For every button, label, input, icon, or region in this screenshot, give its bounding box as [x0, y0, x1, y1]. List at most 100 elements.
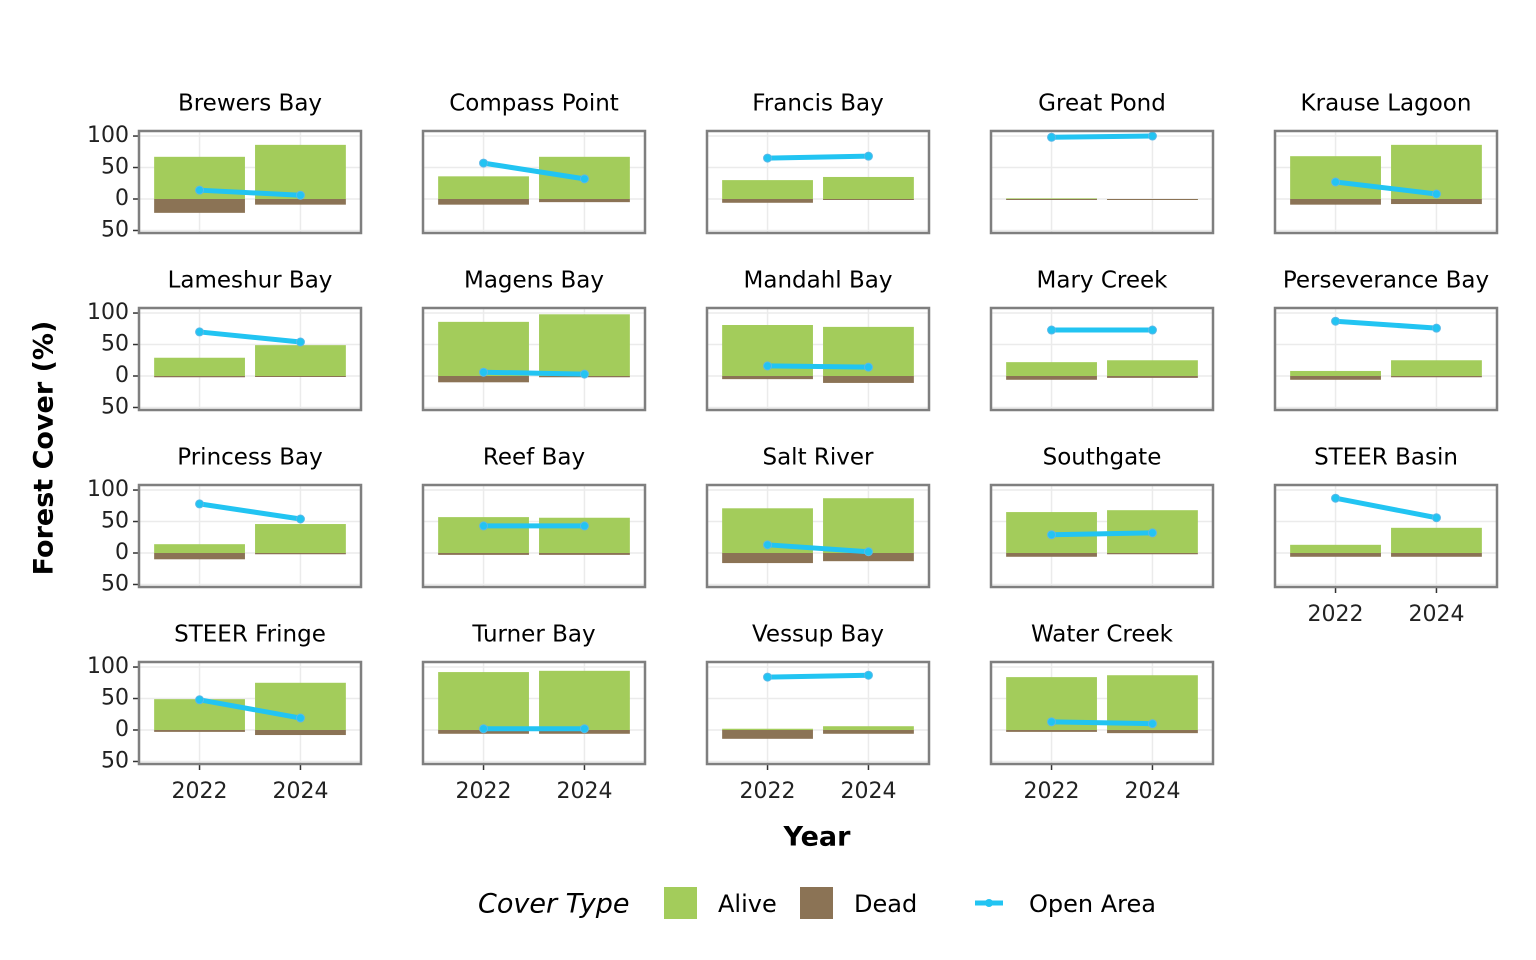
y-tick-label: 50: [101, 394, 129, 419]
point: [1147, 528, 1157, 538]
bar: [1006, 362, 1097, 376]
y-axis-label: Forest Cover (%): [29, 321, 60, 576]
panel-border: [705, 306, 931, 412]
x-tick-label: 2022: [172, 779, 228, 804]
bar: [823, 376, 914, 383]
x-tick-label: 2022: [740, 779, 796, 804]
line: [199, 187, 301, 198]
panel-border: [421, 129, 647, 235]
facet-title: Southgate: [1043, 445, 1162, 471]
bar: [823, 553, 914, 562]
line: [1335, 318, 1437, 331]
bar: [1107, 730, 1198, 734]
panel-border: [705, 483, 931, 589]
bar: [438, 376, 529, 383]
facet-title: Krause Lagoon: [1301, 91, 1472, 117]
point: [579, 369, 589, 379]
facet-title: Compass Point: [449, 91, 619, 117]
bar: [539, 199, 630, 203]
facet-title: Salt River: [762, 445, 874, 471]
point: [1431, 323, 1441, 333]
point: [1331, 177, 1341, 187]
y-tick-label: 50: [101, 571, 129, 596]
point: [1047, 132, 1057, 142]
y-tick-label: 50: [101, 509, 129, 534]
bar: [154, 553, 245, 560]
bar: [255, 730, 346, 736]
bar: [255, 524, 346, 553]
bar: [438, 321, 529, 376]
x-tick-label: 2024: [556, 779, 612, 804]
panel-border: [1273, 306, 1499, 412]
point: [863, 547, 873, 557]
y-tick-label: 50: [101, 332, 129, 357]
y-tick-label: 100: [87, 300, 129, 325]
y-tick-label: 0: [115, 540, 129, 565]
bar: [154, 544, 245, 553]
bar: [1006, 553, 1097, 557]
line: [1051, 530, 1153, 538]
line: [483, 160, 585, 182]
line: [483, 369, 585, 377]
bar: [1107, 199, 1198, 200]
facet-title: Princess Bay: [177, 445, 322, 471]
point: [1431, 513, 1441, 523]
legend-key: [800, 887, 833, 919]
line: [199, 329, 301, 345]
bar: [1107, 376, 1198, 378]
facet-title: Perseverance Bay: [1283, 268, 1489, 294]
point: [295, 337, 305, 347]
bar: [823, 726, 914, 730]
line: [1335, 495, 1437, 521]
bar: [255, 345, 346, 376]
legend-label: Open Area: [1029, 890, 1156, 918]
bar: [1391, 527, 1482, 553]
point: [195, 499, 205, 509]
facet-title: Francis Bay: [752, 91, 884, 117]
bar: [438, 176, 529, 199]
bar: [1290, 376, 1381, 380]
facet-title: Mandahl Bay: [744, 268, 893, 294]
bar: [1107, 360, 1198, 376]
bar: [1391, 360, 1482, 376]
point: [479, 521, 489, 531]
point: [295, 713, 305, 723]
bar: [154, 376, 245, 378]
bar: [722, 728, 813, 730]
point: [195, 185, 205, 195]
x-tick-label: 2024: [840, 779, 896, 804]
line: [1051, 133, 1153, 140]
point: [479, 158, 489, 168]
legend-label: Dead: [854, 890, 917, 918]
point: [579, 521, 589, 531]
bar: [1290, 553, 1381, 557]
facet-title: Great Pond: [1038, 91, 1166, 117]
point: [763, 540, 773, 550]
y-tick-label: 50: [101, 686, 129, 711]
point: [195, 327, 205, 337]
panel-border: [137, 306, 363, 412]
bar: [722, 180, 813, 199]
point: [295, 514, 305, 524]
x-tick-label: 2022: [1024, 779, 1080, 804]
facet-title: Mary Creek: [1037, 268, 1169, 294]
y-tick-label: 100: [87, 477, 129, 502]
bar: [255, 376, 346, 377]
x-tick-label: 2022: [456, 779, 512, 804]
panel-border: [1273, 129, 1499, 235]
x-tick-label: 2024: [1408, 602, 1464, 627]
panel-background: [991, 131, 1213, 233]
point: [1147, 719, 1157, 729]
point: [195, 695, 205, 705]
facet-title: Vessup Bay: [752, 622, 884, 648]
facet-title: Brewers Bay: [178, 91, 322, 117]
point: [1047, 325, 1057, 335]
point: [479, 724, 489, 734]
bar: [722, 199, 813, 203]
bar: [438, 553, 529, 555]
y-tick-label: 100: [87, 654, 129, 679]
legend-key: [664, 887, 697, 919]
facet-title: Water Creek: [1031, 622, 1174, 648]
x-axis-label: Year: [783, 822, 852, 853]
bar: [1006, 199, 1097, 200]
